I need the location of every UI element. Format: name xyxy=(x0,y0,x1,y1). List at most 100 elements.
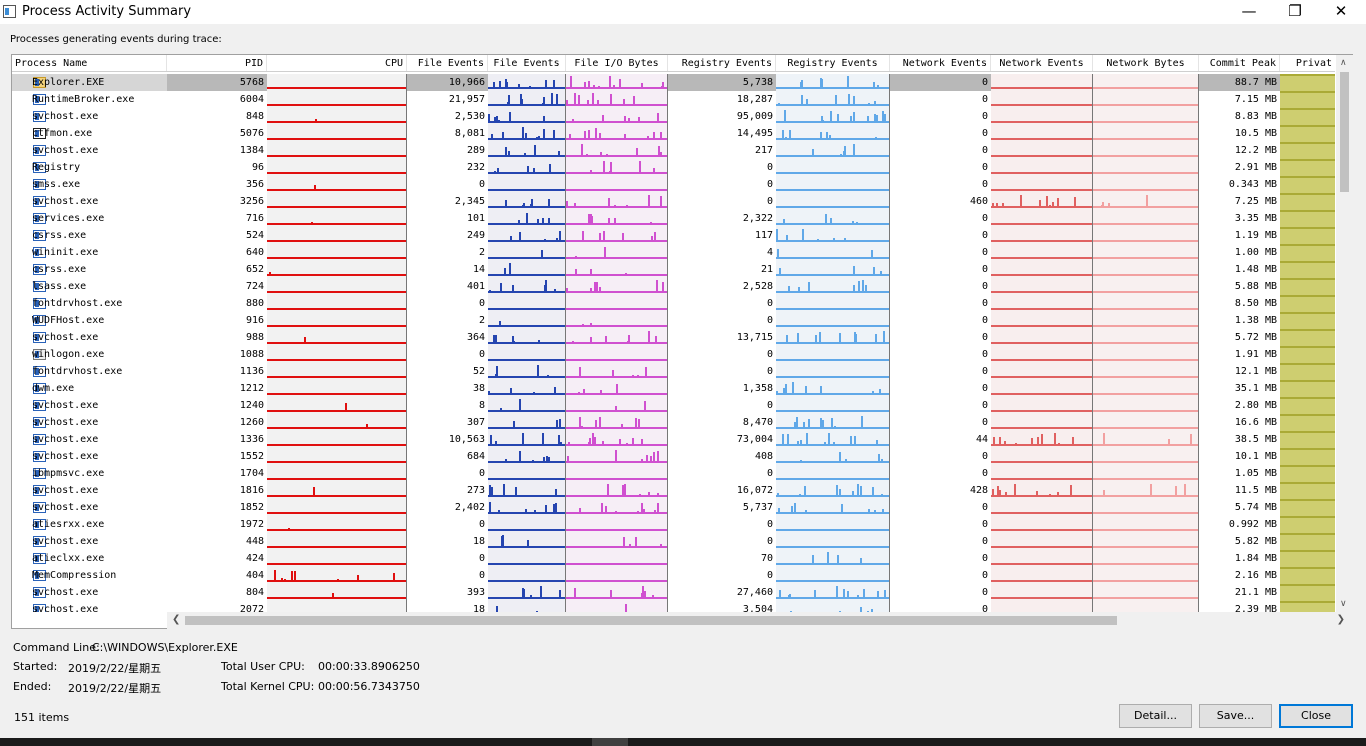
activity-spike xyxy=(574,203,576,208)
col-cpu[interactable]: CPU xyxy=(267,55,407,71)
col-network-bytes[interactable]: Network Bytes xyxy=(1093,55,1199,71)
col-network-events[interactable]: Network Events xyxy=(890,55,991,71)
process-row[interactable]: svchost.exe 1384 289 217 0 12.2 MB xyxy=(12,142,1335,159)
col-commit-peak[interactable]: Commit Peak xyxy=(1199,55,1280,71)
scroll-left-icon[interactable]: ❮ xyxy=(172,614,181,625)
activity-spike xyxy=(494,171,496,174)
process-row[interactable]: MemCompression 404 0 0 0 2.16 MB xyxy=(12,567,1335,584)
network-event-count: 0 xyxy=(981,451,988,462)
col-registry-events[interactable]: Registry Events xyxy=(668,55,776,71)
registry-events-graph xyxy=(776,533,890,550)
file-events-graph xyxy=(488,261,566,278)
activity-spike xyxy=(519,451,521,463)
process-row[interactable]: ctfmon.exe 5076 8,081 14,495 0 10.5 MB xyxy=(12,125,1335,142)
process-row[interactable]: svchost.exe 1240 8 0 0 2.80 MB xyxy=(12,397,1335,414)
activity-spike xyxy=(845,459,847,463)
file-io-bytes-graph xyxy=(566,550,668,567)
col-private[interactable]: Privat xyxy=(1280,55,1335,71)
process-name: svchost.exe xyxy=(32,604,99,612)
process-row[interactable]: atieclxx.exe 424 0 70 0 1.84 MB xyxy=(12,550,1335,567)
process-row[interactable]: smss.exe 356 0 0 0 0.343 MB xyxy=(12,176,1335,193)
process-row[interactable]: svchost.exe 1260 307 8,470 0 16.6 MB xyxy=(12,414,1335,431)
activity-spike xyxy=(590,170,592,174)
process-row[interactable]: lsass.exe 724 401 2,528 0 5.88 MB xyxy=(12,278,1335,295)
process-row[interactable]: ibmpmsvc.exe 1704 0 0 0 1.05 MB xyxy=(12,465,1335,482)
activity-spike xyxy=(646,455,648,463)
scroll-right-icon[interactable]: ❯ xyxy=(1336,614,1345,625)
process-row[interactable]: Explorer.EXE 5768 10,966 5,738 0 88.7 MB xyxy=(12,74,1335,91)
process-row[interactable]: svchost.exe 2072 18 3,504 0 2.39 MB xyxy=(12,601,1335,612)
taskbar-active-app[interactable] xyxy=(592,738,628,746)
process-name: atieclxx.exe xyxy=(32,553,105,564)
process-row[interactable]: services.exe 716 101 2,322 0 3.35 MB xyxy=(12,210,1335,227)
scroll-down-icon[interactable]: ∨ xyxy=(1340,599,1347,609)
commit-peak: 21.1 MB xyxy=(1234,587,1277,598)
activity-spike xyxy=(806,433,808,446)
file-event-count: 393 xyxy=(466,587,485,598)
activity-spike xyxy=(647,136,649,140)
process-row[interactable]: svchost.exe 988 364 13,715 0 5.72 MB xyxy=(12,329,1335,346)
process-row[interactable]: RuntimeBroker.exe 6004 21,957 18,287 0 7.15 M… xyxy=(12,91,1335,108)
process-row[interactable]: wininit.exe 640 2 4 0 1.00 MB xyxy=(12,244,1335,261)
close-window-button[interactable]: ✕ xyxy=(1318,0,1364,22)
commit-peak: 1.05 MB xyxy=(1234,468,1277,479)
process-row[interactable]: dwm.exe 1212 38 1,358 0 35.1 MB xyxy=(12,380,1335,397)
maximize-button[interactable]: ❐ xyxy=(1272,0,1318,22)
process-grid[interactable]: Process Name PID CPU File Events File Events… xyxy=(11,54,1353,629)
close-button[interactable]: Close xyxy=(1279,704,1353,728)
network-events-graph xyxy=(991,244,1093,261)
activity-spike xyxy=(623,99,625,106)
activity-spike xyxy=(545,80,547,89)
activity-spike xyxy=(815,335,817,344)
process-row[interactable]: svchost.exe 1552 684 408 0 10.1 MB xyxy=(12,448,1335,465)
process-row[interactable]: Registry 96 232 0 0 2.91 MB xyxy=(12,159,1335,176)
process-icon xyxy=(33,604,46,612)
minimize-button[interactable]: — xyxy=(1226,0,1272,22)
col-file-events[interactable]: File Events xyxy=(407,55,488,71)
commit-peak: 2.39 MB xyxy=(1234,604,1277,612)
file-io-bytes-graph xyxy=(566,601,668,612)
process-row[interactable]: winlogon.exe 1088 0 0 0 1.91 MB xyxy=(12,346,1335,363)
cpu-graph xyxy=(267,431,407,448)
col-network-events-graph[interactable]: Network Events xyxy=(991,55,1093,71)
detail-button[interactable]: Detail... xyxy=(1119,704,1192,728)
vertical-scroll-thumb[interactable] xyxy=(1340,72,1349,192)
activity-spike xyxy=(800,440,802,446)
process-row[interactable]: WUDFHost.exe 916 2 0 0 1.38 MB xyxy=(12,312,1335,329)
horizontal-scrollbar[interactable]: ❮ ❯ xyxy=(167,612,1353,629)
process-row[interactable]: atiesrxx.exe 1972 0 0 0 0.992 MB xyxy=(12,516,1335,533)
file-events-graph xyxy=(488,533,566,550)
scroll-up-icon[interactable]: ∧ xyxy=(1340,58,1347,68)
process-row[interactable]: csrss.exe 652 14 21 0 1.48 MB xyxy=(12,261,1335,278)
process-row[interactable]: svchost.exe 3256 2,345 0 460 7.25 MB xyxy=(12,193,1335,210)
horizontal-scroll-thumb[interactable] xyxy=(185,616,1117,625)
process-row[interactable]: svchost.exe 804 393 27,460 0 21.1 MB xyxy=(12,584,1335,601)
col-registry-events-graph[interactable]: Registry Events xyxy=(776,55,890,71)
activity-spike xyxy=(847,86,849,89)
process-row[interactable]: svchost.exe 448 18 0 0 5.82 MB xyxy=(12,533,1335,550)
process-row[interactable]: svchost.exe 1816 273 16,072 428 11.5 MB xyxy=(12,482,1335,499)
activity-spike xyxy=(825,215,827,225)
activity-spike xyxy=(586,154,588,157)
process-row[interactable]: svchost.exe 1336 10,563 73,004 44 38.5 MB xyxy=(12,431,1335,448)
activity-spike xyxy=(542,218,544,225)
process-row[interactable]: fontdrvhost.exe 880 0 0 0 8.50 MB xyxy=(12,295,1335,312)
activity-spike xyxy=(794,503,796,514)
registry-event-count: 3,504 xyxy=(742,604,773,612)
file-event-count: 10,966 xyxy=(407,74,488,91)
col-file-io-bytes[interactable]: File I/O Bytes xyxy=(566,55,668,71)
process-row[interactable]: svchost.exe 848 2,530 95,009 0 8.83 MB xyxy=(12,108,1335,125)
activity-spike xyxy=(643,509,645,514)
vertical-scrollbar[interactable]: ∧ ∨ xyxy=(1336,55,1353,612)
process-row[interactable]: fontdrvhost.exe 1136 52 0 0 12.1 MB xyxy=(12,363,1335,380)
save-button[interactable]: Save... xyxy=(1199,704,1272,728)
file-io-bytes-graph xyxy=(566,448,668,465)
activity-spike xyxy=(648,331,650,344)
col-pid[interactable]: PID xyxy=(167,55,267,71)
process-row[interactable]: csrss.exe 524 249 117 0 1.19 MB xyxy=(12,227,1335,244)
process-row[interactable]: svchost.exe 1852 2,402 5,737 0 5.74 MB xyxy=(12,499,1335,516)
network-bytes-graph xyxy=(1093,125,1199,142)
col-process-name[interactable]: Process Name xyxy=(12,55,167,71)
activity-spike xyxy=(1085,444,1087,446)
col-file-events-graph[interactable]: File Events xyxy=(488,55,566,71)
